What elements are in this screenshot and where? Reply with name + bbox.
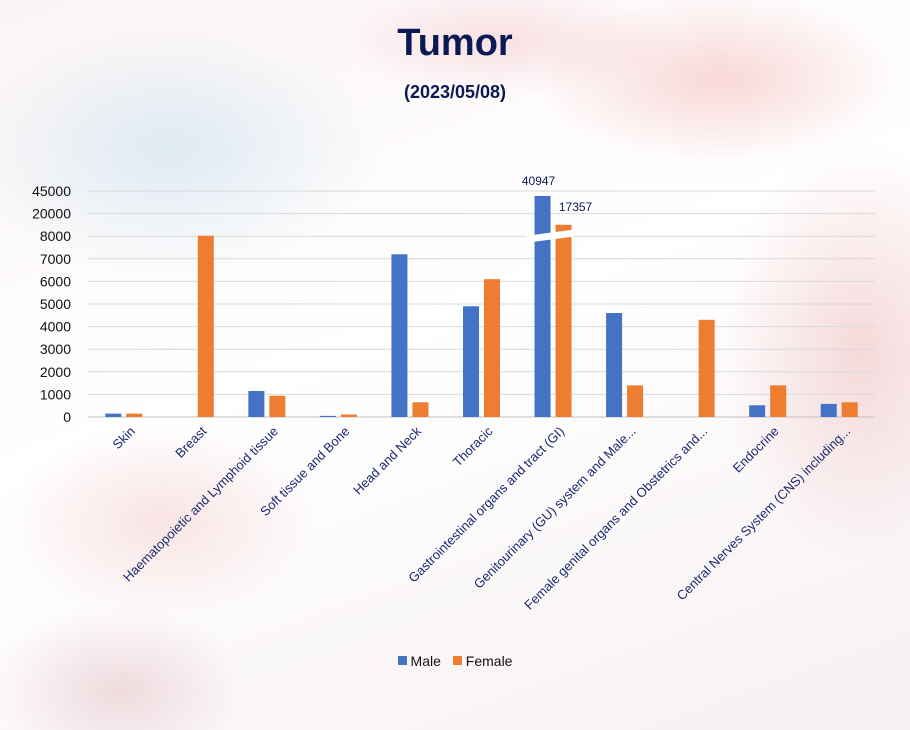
legend-label-male: Male: [410, 652, 441, 669]
x-category-label: Genitourinary (GU) system and Male...: [471, 424, 639, 592]
bar-female: [126, 413, 143, 417]
bar-female: [627, 385, 644, 417]
x-category-label: Haematopoietic and Lymphoid tissue: [120, 424, 281, 585]
bar-male: [248, 391, 265, 417]
x-category-label: Skin: [109, 424, 137, 452]
bar-male: [534, 195, 551, 417]
bar-female: [197, 235, 214, 417]
legend-item-female[interactable]: Female: [452, 652, 513, 669]
bar-female: [841, 402, 858, 417]
y-tick-label: 20000: [32, 206, 71, 222]
chart-subtitle: (2023/05/08): [403, 82, 507, 102]
bar-female: [340, 414, 357, 417]
data-label: 40947: [522, 174, 556, 188]
legend-item-male[interactable]: Male: [397, 652, 441, 669]
bar-female: [412, 402, 429, 417]
bar-female: [269, 395, 286, 417]
bar-female: [555, 224, 572, 417]
bar-male: [463, 306, 479, 417]
legend-label-female: Female: [465, 652, 513, 669]
y-tick-label: 0: [63, 409, 71, 425]
legend-swatch-female: [452, 656, 462, 665]
chart-title: Tumor: [397, 22, 513, 64]
y-tick-label: 3000: [40, 341, 71, 357]
y-tick-label: 2000: [40, 364, 71, 380]
bar-female: [770, 385, 787, 417]
y-tick-label: 8000: [40, 228, 71, 244]
bar-male: [820, 403, 837, 417]
x-category-label: Thoracic: [450, 423, 496, 469]
x-category-label: Breast: [172, 423, 209, 460]
y-tick-label: 45000: [32, 183, 71, 199]
y-tick-label: 4000: [40, 319, 71, 335]
bar-male: [749, 405, 766, 417]
x-category-label: Gastrointestinal organs and tract (GI): [405, 424, 567, 586]
y-tick-label: 5000: [40, 296, 71, 312]
bar-female: [484, 279, 500, 417]
y-tick-label: 7000: [40, 251, 71, 267]
x-category-label: Head and Neck: [350, 423, 424, 497]
bar-male: [606, 313, 623, 417]
bar-female: [698, 319, 715, 417]
legend-swatch-male: [397, 656, 407, 665]
data-label: 17357: [559, 200, 593, 214]
x-category-label: Endocrine: [730, 424, 782, 476]
axis-break-mark: [526, 229, 574, 243]
bar-male: [319, 415, 336, 417]
y-tick-label: 1000: [40, 386, 71, 402]
bar-male: [105, 413, 122, 417]
legend: Male Female: [0, 652, 910, 669]
y-tick-label: 6000: [40, 273, 71, 289]
bar-male: [391, 254, 408, 417]
